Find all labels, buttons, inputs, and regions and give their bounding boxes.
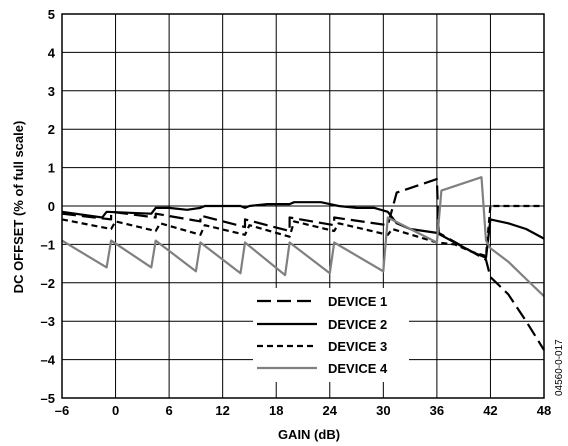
legend-box <box>253 288 409 382</box>
y-tick-label: –1 <box>41 237 55 252</box>
y-axis-title: DC OFFSET (% of full scale) <box>11 121 26 294</box>
y-tick-label: 5 <box>48 7 55 22</box>
y-tick-label: –4 <box>41 353 56 368</box>
figure-id: 04560-0-017 <box>554 339 565 396</box>
series-line-device-3 <box>61 204 544 257</box>
legend-label-device-2: DEVICE 2 <box>328 317 387 332</box>
x-tick-labels: –6 0 6 12 18 24 30 36 42 48 <box>55 403 551 418</box>
legend-item-device-3: DEVICE 3 <box>257 339 387 354</box>
legend-label-device-3: DEVICE 3 <box>328 339 387 354</box>
legend-item-device-4: DEVICE 4 <box>257 361 388 376</box>
legend-item-device-1: DEVICE 1 <box>257 294 387 309</box>
legend-item-device-2: DEVICE 2 <box>257 317 387 332</box>
x-tick-label: 24 <box>323 403 338 418</box>
y-tick-label: 4 <box>48 45 56 60</box>
x-tick-label: 6 <box>165 403 172 418</box>
legend: DEVICE 1 DEVICE 2 DEVICE 3 DEVICE 4 <box>253 288 409 382</box>
y-tick-labels: 5 4 3 2 1 0 –1 –2 –3 –4 –5 <box>41 7 56 406</box>
series-line-device-4 <box>61 176 545 297</box>
series-line-device-1 <box>61 178 545 351</box>
x-tick-label: 42 <box>483 403 497 418</box>
legend-label-device-4: DEVICE 4 <box>328 361 388 376</box>
y-tick-label: –2 <box>41 276 55 291</box>
x-tick-label: –6 <box>55 403 69 418</box>
x-tick-label: 12 <box>215 403 229 418</box>
x-tick-label: 30 <box>376 403 390 418</box>
y-tick-label: 3 <box>48 84 55 99</box>
y-tick-label: 0 <box>48 199 55 214</box>
y-tick-label: 2 <box>48 122 55 137</box>
y-tick-label: 1 <box>48 161 55 176</box>
x-tick-label: 36 <box>430 403 444 418</box>
y-tick-label: –3 <box>41 314 55 329</box>
x-tick-label: 48 <box>537 403 551 418</box>
series-line-device-2 <box>61 201 545 259</box>
x-axis-title: GAIN (dB) <box>278 427 340 442</box>
series-lines <box>61 176 545 351</box>
plot-frame <box>61 13 545 399</box>
x-tick-label: 0 <box>112 403 119 418</box>
x-tick-label: 18 <box>269 403 283 418</box>
legend-label-device-1: DEVICE 1 <box>328 294 387 309</box>
y-tick-label: –5 <box>41 391 55 406</box>
